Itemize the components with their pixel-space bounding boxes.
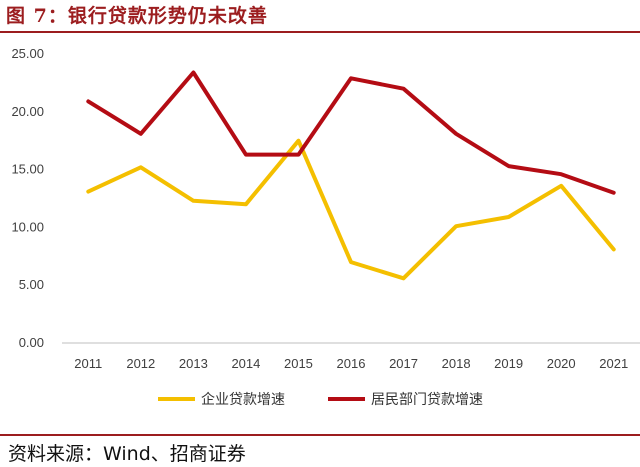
- chart-legend: 企业贷款增速 居民部门贷款增速: [158, 391, 483, 408]
- y-tick-label: 20.00: [11, 104, 44, 119]
- x-tick-label: 2020: [547, 356, 576, 371]
- legend-label-1: 企业贷款增速: [201, 391, 285, 408]
- figure-title: 图 7：银行贷款形势仍未改善: [6, 5, 268, 27]
- x-tick-label: 2012: [126, 356, 155, 371]
- y-tick-label: 25.00: [11, 46, 44, 61]
- x-axis: 2011 2012 2013 2014 2015 2016 2017 2018 2019 2020…: [74, 356, 628, 371]
- series-line-1: [86, 138, 616, 281]
- x-tick-label: 2014: [231, 356, 260, 371]
- x-tick-label: 2021: [599, 356, 628, 371]
- x-tick-label: 2016: [337, 356, 366, 371]
- series-line-2: [86, 70, 616, 195]
- x-tick-label: 2018: [442, 356, 471, 371]
- title-divider: [0, 31, 640, 33]
- y-tick-label: 15.00: [11, 162, 44, 177]
- y-tick-label: 0.00: [19, 335, 44, 350]
- x-tick-label: 2019: [494, 356, 523, 371]
- x-tick-label: 2015: [284, 356, 313, 371]
- y-tick-label: 10.00: [11, 219, 44, 234]
- x-tick-label: 2017: [389, 356, 418, 371]
- source-note: 资料来源：Wind、招商证券: [8, 443, 246, 465]
- legend-label-2: 居民部门贷款增速: [371, 392, 483, 408]
- source-divider: [0, 434, 640, 436]
- x-tick-label: 2011: [74, 356, 102, 371]
- y-axis: 0.00 5.00 10.00 15.00 20.00 25.00: [11, 46, 44, 350]
- series-lines: [86, 70, 616, 281]
- y-tick-label: 5.00: [19, 277, 44, 292]
- x-tick-label: 2013: [179, 356, 208, 371]
